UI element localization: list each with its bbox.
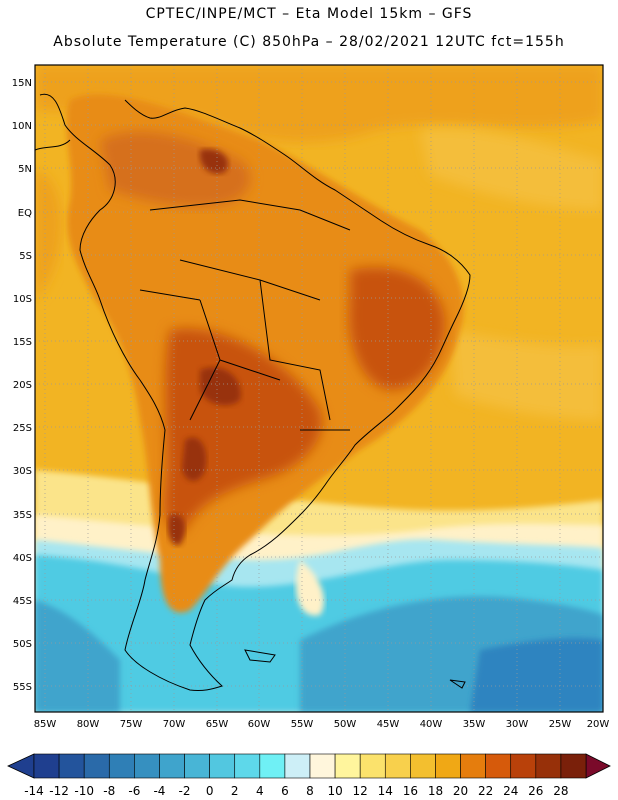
lat-label: 35S (13, 510, 32, 521)
lon-label: 70W (163, 719, 186, 730)
map-title-line1: CPTEC/INPE/MCT – Eta Model 15km – GFS (145, 6, 473, 22)
colorbar-label: 10 (327, 784, 342, 798)
colorbar-label: 16 (403, 784, 418, 798)
lat-label: 25S (13, 423, 32, 434)
lat-label: 15N (12, 78, 32, 89)
colorbar-label: -6 (128, 784, 140, 798)
colorbar-label: 22 (478, 784, 493, 798)
graticule (35, 65, 603, 712)
colorbar-swatch (560, 753, 587, 779)
colorbar-swatch (184, 753, 210, 779)
lon-label: 85W (34, 719, 57, 730)
colorbar-label: -8 (103, 784, 115, 798)
colorbar-label: 28 (553, 784, 568, 798)
lon-label: 40W (420, 719, 443, 730)
colorbar-label: -2 (179, 784, 191, 798)
colorbar-swatch (284, 753, 311, 779)
colorbar-swatch (535, 753, 562, 779)
lat-label: 5N (18, 164, 32, 175)
lat-label: 20S (13, 380, 32, 391)
lat-label: 10N (12, 121, 32, 132)
latitude-labels: 15N 10N 5N EQ 5S 10S 15S 20S 25S 30S 35S… (12, 78, 32, 693)
lat-label: 55S (13, 682, 32, 693)
lat-label: 5S (19, 251, 32, 262)
colorbar-swatch (108, 753, 135, 779)
colorbar-swatch (134, 753, 160, 779)
colorbar-swatch (159, 753, 185, 779)
colorbar-swatch (435, 753, 461, 779)
colorbar-label: 20 (453, 784, 468, 798)
lat-label: EQ (18, 208, 32, 219)
colorbar-swatch (384, 753, 411, 779)
colorbar-label: -10 (74, 784, 94, 798)
colorbar-label: 14 (378, 784, 393, 798)
colorbar-label: 26 (528, 784, 543, 798)
map-title-line2: Absolute Temperature (C) 850hPa – 28/02/… (53, 34, 565, 50)
colorbar-swatch (234, 753, 261, 779)
colorbar-swatch (510, 753, 537, 779)
colorbar-swatch (259, 753, 286, 779)
colorbar-swatch (410, 753, 436, 779)
lon-label: 35W (463, 719, 486, 730)
colorbar-label: 18 (428, 784, 443, 798)
lat-label: 45S (13, 596, 32, 607)
colorbar-label: 2 (231, 784, 239, 798)
colorbar-swatch (209, 753, 236, 779)
colorbar-label: 4 (256, 784, 264, 798)
colorbar-swatch (359, 753, 386, 779)
colorbar-label: -12 (49, 784, 69, 798)
colorbar-swatch (460, 753, 486, 779)
lon-label: 25W (549, 719, 572, 730)
colorbar-high-arrow (585, 753, 611, 779)
lon-label: 75W (120, 719, 143, 730)
lat-label: 10S (13, 294, 32, 305)
lon-label: 50W (334, 719, 357, 730)
colorbar-label: 6 (281, 784, 289, 798)
lon-label: 20W (587, 719, 610, 730)
colorbar-swatch (58, 753, 85, 779)
colorbar-label: 8 (306, 784, 314, 798)
longitude-labels: 85W 80W 75W 70W 65W 60W 55W 50W 45W 40W … (34, 719, 610, 730)
colorbar-swatch (83, 753, 110, 779)
colorbar-low-arrow (7, 753, 35, 779)
lon-label: 55W (291, 719, 314, 730)
colorbar-label: -14 (24, 784, 44, 798)
lat-label: 15S (13, 337, 32, 348)
colorbar-label: 12 (353, 784, 368, 798)
colorbar-swatch (485, 753, 512, 779)
colorbar-label: 24 (503, 784, 518, 798)
lon-label: 80W (77, 719, 100, 730)
lon-label: 60W (248, 719, 271, 730)
colorbar-label: -4 (153, 784, 165, 798)
lat-label: 50S (13, 639, 32, 650)
colorbar-swatch (334, 753, 361, 779)
coastlines (35, 93, 471, 691)
colorbar-label: 0 (206, 784, 214, 798)
lat-label: 40S (13, 553, 32, 564)
lon-label: 30W (506, 719, 529, 730)
colorbar-swatch (33, 753, 60, 779)
temperature-field (35, 65, 603, 712)
lat-label: 30S (13, 466, 32, 477)
lon-label: 65W (206, 719, 229, 730)
lon-label: 45W (377, 719, 400, 730)
map-frame (34, 64, 604, 713)
colorbar-swatch (309, 753, 336, 779)
colorbar: -14 -12 -10 -8 -6 -4 -2 0 2 4 6 8 10 12 14 16 18 20 22 24 26… (7, 753, 611, 798)
